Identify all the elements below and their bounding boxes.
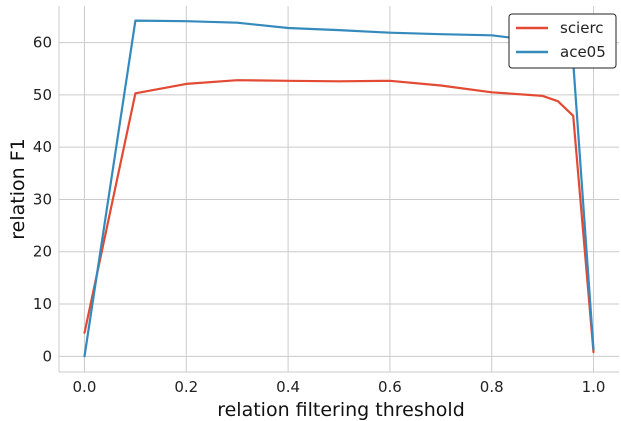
x-tick-label: 0.2 [174, 378, 198, 396]
x-tick-label: 0.0 [73, 378, 97, 396]
legend: scierc ace05 [508, 13, 617, 69]
y-tick-label: 0 [42, 347, 52, 365]
x-axis-ticks: 0.0 0.2 0.4 0.6 0.8 1.0 [73, 378, 606, 396]
x-tick-label: 1.0 [582, 378, 606, 396]
y-axis-title: relation F1 [7, 138, 29, 239]
series-line-scierc [83, 79, 595, 354]
y-tick-label: 40 [33, 138, 52, 156]
y-tick-label: 50 [33, 86, 52, 104]
legend-label-scierc: scierc [560, 19, 604, 37]
x-axis-title: relation filtering threshold [217, 399, 465, 421]
legend-label-ace05: ace05 [560, 43, 606, 61]
grid-lines [58, 6, 619, 373]
x-tick-label: 0.8 [480, 378, 504, 396]
y-tick-label: 20 [33, 243, 52, 261]
y-axis-ticks: 0 10 20 30 40 50 60 [33, 34, 52, 366]
y-tick-label: 30 [33, 190, 52, 208]
x-tick-label: 0.4 [276, 378, 300, 396]
y-tick-label: 10 [33, 295, 52, 313]
x-tick-label: 0.6 [378, 378, 402, 396]
y-tick-label: 60 [33, 34, 52, 52]
